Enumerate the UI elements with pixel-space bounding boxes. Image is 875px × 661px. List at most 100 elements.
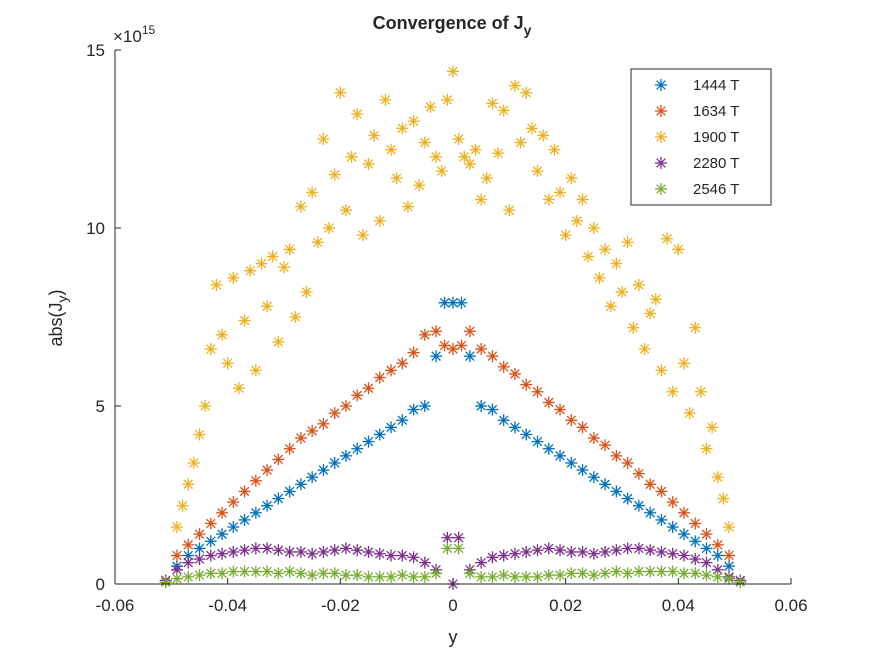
data-point bbox=[317, 464, 330, 477]
data-point bbox=[463, 350, 476, 363]
data-point bbox=[723, 572, 736, 585]
data-point bbox=[599, 478, 612, 491]
data-point bbox=[655, 565, 668, 578]
data-point bbox=[587, 432, 600, 445]
data-point bbox=[711, 538, 724, 551]
y-exponent-label: ×1015 bbox=[113, 23, 156, 46]
legend-marker bbox=[655, 131, 667, 143]
data-point bbox=[554, 569, 567, 582]
data-point bbox=[599, 545, 612, 558]
data-point bbox=[441, 93, 454, 106]
data-point bbox=[396, 357, 409, 370]
data-point bbox=[587, 222, 600, 234]
data-point bbox=[644, 544, 657, 557]
data-point bbox=[469, 143, 482, 156]
legend-marker bbox=[655, 105, 667, 117]
data-point bbox=[463, 157, 476, 170]
data-point bbox=[193, 553, 206, 566]
data-point bbox=[497, 104, 510, 117]
data-point bbox=[328, 168, 341, 181]
data-point bbox=[463, 325, 476, 338]
data-point bbox=[294, 200, 307, 213]
data-point bbox=[390, 172, 403, 185]
data-point bbox=[599, 567, 612, 580]
legend-item: 1900 T bbox=[655, 129, 739, 146]
data-point bbox=[531, 385, 544, 398]
series-1900-t bbox=[170, 65, 736, 534]
data-point bbox=[204, 549, 217, 562]
data-point bbox=[700, 556, 713, 569]
data-point bbox=[368, 129, 381, 142]
data-point bbox=[351, 544, 364, 557]
data-point bbox=[182, 556, 195, 569]
data-point bbox=[294, 545, 307, 558]
data-point bbox=[204, 517, 217, 530]
data-point bbox=[689, 567, 702, 580]
data-point bbox=[565, 172, 578, 185]
data-point bbox=[576, 421, 589, 434]
data-point bbox=[452, 542, 465, 555]
data-point bbox=[238, 485, 251, 498]
y-tick-label: 15 bbox=[86, 41, 105, 60]
data-point bbox=[542, 542, 555, 555]
data-point bbox=[508, 570, 521, 583]
data-point bbox=[508, 547, 521, 560]
data-point bbox=[396, 549, 409, 562]
data-point bbox=[351, 108, 364, 121]
data-point bbox=[418, 570, 431, 583]
data-point bbox=[232, 382, 245, 395]
data-point bbox=[610, 449, 623, 462]
data-point bbox=[565, 456, 578, 469]
data-point bbox=[317, 567, 330, 580]
data-point bbox=[593, 271, 606, 284]
data-point bbox=[407, 346, 420, 359]
y-axis-label: abs(Jy) bbox=[46, 289, 70, 346]
data-point bbox=[283, 565, 296, 578]
data-point bbox=[193, 528, 206, 541]
data-point bbox=[576, 567, 589, 580]
data-point bbox=[554, 544, 567, 557]
data-point bbox=[480, 172, 493, 185]
data-point bbox=[261, 464, 274, 477]
data-point bbox=[734, 576, 747, 589]
y-axis-label-suffix: ) bbox=[46, 289, 66, 295]
data-point bbox=[458, 150, 471, 163]
x-tick-label: -0.02 bbox=[321, 596, 360, 615]
data-point bbox=[199, 400, 212, 412]
data-point bbox=[700, 528, 713, 541]
data-point bbox=[514, 136, 527, 149]
data-point bbox=[396, 122, 409, 135]
data-point bbox=[227, 496, 240, 509]
data-point bbox=[554, 403, 567, 416]
data-point bbox=[362, 157, 375, 170]
data-point bbox=[508, 367, 521, 380]
chart-title-main: Convergence of J bbox=[373, 13, 524, 33]
data-point bbox=[261, 499, 274, 512]
data-point bbox=[249, 364, 262, 377]
data-point bbox=[238, 513, 251, 526]
data-point bbox=[492, 147, 505, 160]
x-tick-label: -0.04 bbox=[208, 596, 247, 615]
data-point bbox=[666, 547, 679, 560]
data-point bbox=[452, 133, 465, 145]
data-point bbox=[700, 569, 713, 582]
chart-title: Convergence of Jy bbox=[373, 13, 532, 38]
data-point bbox=[249, 474, 262, 487]
data-point bbox=[306, 424, 319, 437]
series-2280-t bbox=[159, 531, 747, 590]
data-point bbox=[216, 528, 229, 541]
data-point bbox=[413, 179, 426, 192]
data-point bbox=[345, 150, 358, 163]
data-point bbox=[644, 307, 657, 320]
data-point bbox=[531, 435, 544, 448]
data-point bbox=[497, 569, 510, 582]
data-point bbox=[317, 133, 330, 145]
data-point bbox=[430, 325, 443, 338]
data-point bbox=[216, 567, 229, 580]
data-point bbox=[677, 506, 690, 519]
data-point bbox=[362, 382, 375, 395]
data-point bbox=[306, 186, 319, 199]
data-point bbox=[677, 528, 690, 541]
data-point bbox=[486, 350, 499, 363]
data-point bbox=[176, 499, 189, 512]
